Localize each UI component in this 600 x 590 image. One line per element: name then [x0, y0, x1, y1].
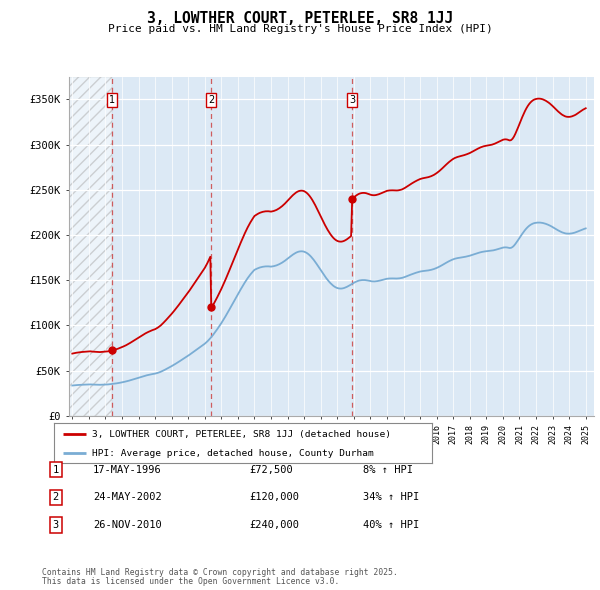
Text: 17-MAY-1996: 17-MAY-1996 [93, 465, 162, 474]
Text: £120,000: £120,000 [249, 493, 299, 502]
Text: £240,000: £240,000 [249, 520, 299, 530]
Text: 3: 3 [53, 520, 59, 530]
Text: Price paid vs. HM Land Registry's House Price Index (HPI): Price paid vs. HM Land Registry's House … [107, 24, 493, 34]
Text: 34% ↑ HPI: 34% ↑ HPI [363, 493, 419, 502]
Text: 1: 1 [109, 96, 115, 106]
Text: 8% ↑ HPI: 8% ↑ HPI [363, 465, 413, 474]
Text: 26-NOV-2010: 26-NOV-2010 [93, 520, 162, 530]
Text: Contains HM Land Registry data © Crown copyright and database right 2025.: Contains HM Land Registry data © Crown c… [42, 568, 398, 577]
Bar [69, 77, 112, 416]
Text: £72,500: £72,500 [249, 465, 293, 474]
Text: 3, LOWTHER COURT, PETERLEE, SR8 1JJ: 3, LOWTHER COURT, PETERLEE, SR8 1JJ [147, 11, 453, 25]
Text: 2: 2 [53, 493, 59, 502]
Text: This data is licensed under the Open Government Licence v3.0.: This data is licensed under the Open Gov… [42, 578, 340, 586]
Text: 2: 2 [208, 96, 214, 106]
Text: 3, LOWTHER COURT, PETERLEE, SR8 1JJ (detached house): 3, LOWTHER COURT, PETERLEE, SR8 1JJ (det… [92, 430, 391, 439]
Text: 3: 3 [349, 96, 355, 106]
Text: HPI: Average price, detached house, County Durham: HPI: Average price, detached house, Coun… [92, 448, 374, 458]
Text: 24-MAY-2002: 24-MAY-2002 [93, 493, 162, 502]
Text: 1: 1 [53, 465, 59, 474]
Text: 40% ↑ HPI: 40% ↑ HPI [363, 520, 419, 530]
